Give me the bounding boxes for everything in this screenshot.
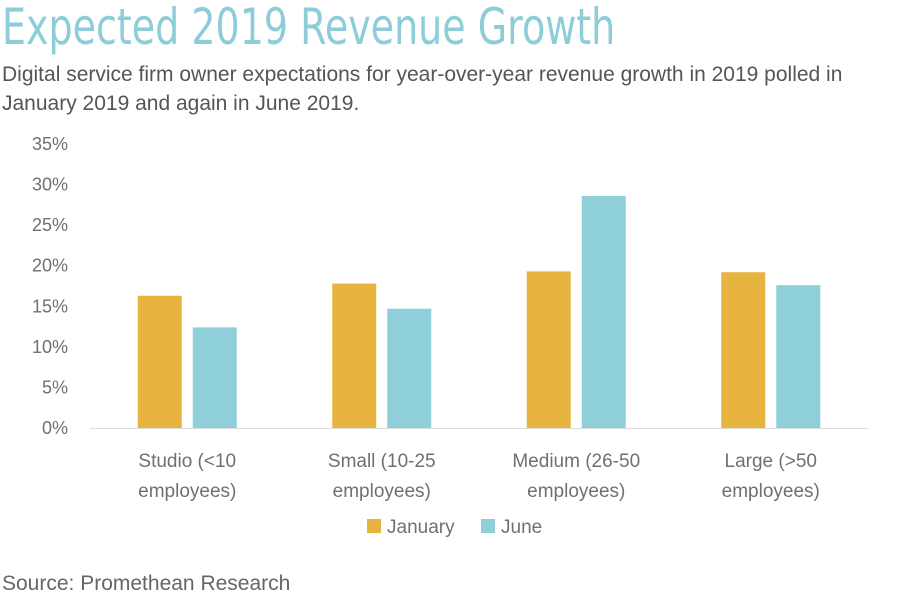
chart-title: Expected 2019 Revenue Growth	[2, 0, 616, 56]
source-note: Source: Promethean Research	[2, 572, 291, 595]
chart-subtitle: Digital service firm owner expectations …	[2, 63, 843, 115]
y-tick-label: 25%	[32, 215, 68, 235]
x-tick-label: Large (>50	[725, 451, 817, 472]
x-tick-label: employees)	[138, 481, 236, 502]
legend-swatch-june	[481, 519, 495, 533]
bar-january	[332, 283, 377, 428]
y-tick-label: 35%	[32, 134, 68, 154]
y-tick-label: 20%	[32, 256, 68, 276]
y-tick-label: 30%	[32, 175, 68, 195]
x-tick-label: employees)	[333, 481, 431, 502]
bar-june	[581, 195, 626, 428]
bar-june	[776, 285, 821, 428]
legend-label-january: January	[387, 517, 455, 538]
y-tick-label: 10%	[32, 337, 68, 357]
bar-january	[526, 271, 571, 428]
bar-chart: 0% 5% 10% 15% 20% 25% 30% 35% Studio (<10 employe…	[32, 134, 868, 538]
bar-june	[387, 308, 432, 428]
legend-label-june: June	[501, 517, 542, 538]
y-tick-label: 15%	[32, 296, 68, 316]
y-tick-label: 5%	[42, 377, 68, 397]
y-tick-label: 0%	[42, 418, 68, 438]
x-tick-label: Medium (26-50	[512, 451, 640, 472]
bar-january	[137, 295, 182, 428]
legend-swatch-january	[367, 519, 381, 533]
x-tick-label: employees)	[722, 481, 820, 502]
x-tick-label: Small (10-25	[328, 451, 436, 472]
bar-june	[192, 327, 237, 428]
x-tick-label: employees)	[527, 481, 625, 502]
bar-january	[721, 272, 766, 428]
x-tick-label: Studio (<10	[138, 451, 236, 472]
